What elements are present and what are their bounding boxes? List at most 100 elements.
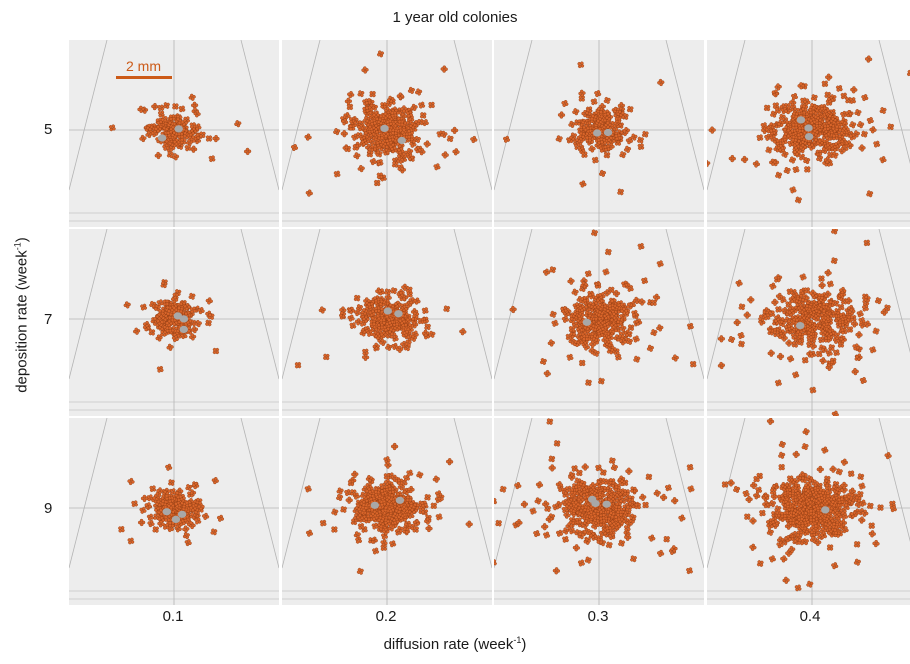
y-axis-unit-exponent: -1 [12,242,23,251]
polyp-mark [585,379,592,386]
polyp-mark [151,102,159,111]
polyp-mark [749,517,757,525]
polyp-mark [835,85,843,92]
polyp-mark [625,505,633,512]
polyp-mark [605,526,613,533]
polyp-mark [819,357,827,365]
polyp-mark [587,301,595,309]
polyp-mark [380,539,388,547]
polyp-mark [377,515,385,523]
polyp-mark [494,559,497,567]
polyp-mark [806,318,814,326]
polyp-mark [494,498,497,505]
polyp-mark [572,302,580,310]
polyp-mark [631,309,639,317]
polyp-mark [581,151,588,158]
polyp-mark [188,93,196,101]
polyp-mark [408,504,416,512]
polyp-mark [854,495,862,503]
polyp-mark [577,496,585,504]
polyp-mark [383,478,392,486]
polyp-mark [414,146,422,154]
parent-polyp [603,128,613,137]
polyp-mark [160,115,168,123]
polyp-mark [799,273,807,281]
polyp-mark [376,159,384,166]
polyp-mark [767,349,775,357]
polyp-mark [435,513,443,521]
polyp-mark [389,540,397,548]
polyp-mark [809,350,817,358]
polyp-mark [819,527,827,535]
polyp-mark [409,334,418,342]
polyp-mark [205,319,212,327]
polyp-mark [811,129,819,137]
polyp-mark [404,339,412,347]
polyp-mark [595,480,603,488]
polyp-mark [639,493,647,501]
polyp-mark [887,123,894,131]
polyp-mark [377,520,385,529]
polyp-mark [717,361,726,370]
polyp-mark [359,491,367,499]
polyp-mark [420,500,428,508]
polyp-mark [424,517,432,525]
polyp-mark [853,558,861,566]
polyp-mark [779,484,787,492]
polyp-mark [841,526,849,534]
polyp-mark [515,519,523,527]
polyp-mark [344,145,351,153]
parent-polyp [582,318,592,326]
polyp-mark [809,289,817,297]
polyp-mark [872,539,880,548]
polyp-mark [403,487,411,496]
polyp-mark [717,335,726,343]
polyp-mark [823,124,830,131]
polyp-mark [753,475,760,483]
parent-polyp [383,307,392,315]
polyp-mark [775,138,783,146]
polyp-mark [626,105,634,113]
parent-polyp [821,506,830,514]
polyp-mark [599,516,606,523]
polyp-mark [790,495,798,503]
polyp-mark [820,532,828,540]
polyp-mark [171,153,180,161]
polyp-mark [168,521,175,528]
polyp-mark [158,110,165,118]
polyp-mark [376,172,384,179]
polyp-mark [561,100,569,107]
polyp-mark [383,519,392,527]
polyp-mark [771,298,779,306]
polyp-mark [133,327,141,335]
polyp-mark [380,102,387,109]
polyp-mark [579,480,587,487]
polyp-mark [369,158,377,166]
polyp-mark [863,320,871,328]
polyp-mark [756,560,764,567]
polyp-mark [775,171,783,179]
polyp-mark [791,93,798,100]
polyp-mark [565,522,573,530]
polyp-mark [348,124,356,131]
polyp-mark [353,531,361,539]
polyp-mark [374,179,381,187]
polyp-mark [601,478,608,485]
polyp-mark [859,377,867,384]
polyp-mark [600,469,607,476]
polyp-mark [827,280,834,288]
polyp-mark [162,143,170,151]
polyp-mark [401,150,410,158]
polyp-mark [608,303,615,311]
colony-panel [282,418,492,605]
polyp-mark [648,534,656,542]
polyp-mark [864,55,873,63]
polyp-mark [367,147,374,155]
polyp-mark [686,567,693,575]
polyp-mark [770,110,778,118]
polyp-mark [824,336,831,343]
polyp-mark [832,133,839,141]
polyp-mark [592,349,600,357]
polyp-mark [866,190,874,198]
polyp-mark [576,469,583,477]
